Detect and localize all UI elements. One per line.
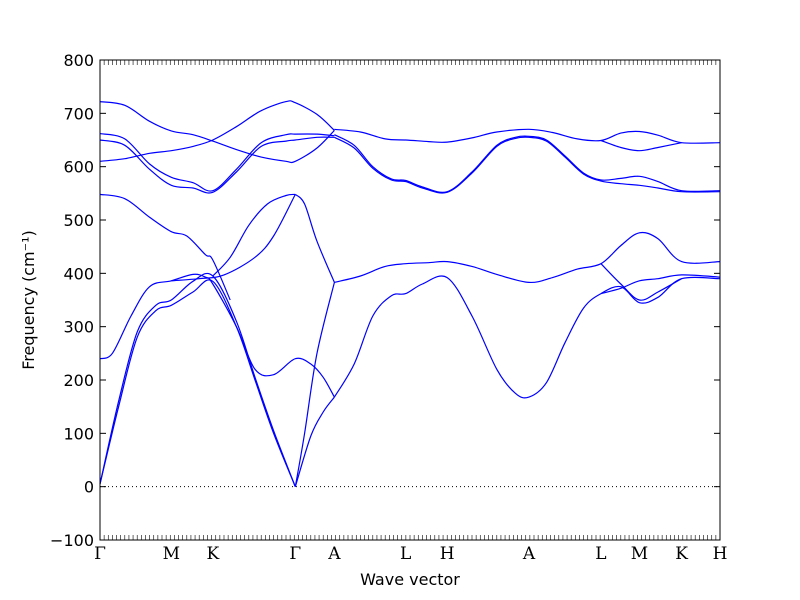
x-tick-label: M xyxy=(631,544,648,564)
band-line xyxy=(600,139,682,152)
band-line xyxy=(334,136,721,194)
band-lines xyxy=(99,100,721,487)
band-line xyxy=(294,396,335,487)
y-tick-label: −100 xyxy=(50,531,94,550)
band-line xyxy=(171,194,296,282)
band-line xyxy=(99,279,296,487)
band-line xyxy=(99,133,335,192)
y-tick-label: 400 xyxy=(63,264,94,283)
y-axis-label: Frequency (cm⁻¹) xyxy=(19,230,38,369)
x-tick-label: A xyxy=(327,544,341,564)
x-tick-label: Γ xyxy=(94,544,106,564)
y-tick-label: 500 xyxy=(63,211,94,230)
x-axis-label: Wave vector xyxy=(360,570,460,589)
band-line xyxy=(99,101,335,164)
x-tick-label: A xyxy=(522,544,536,564)
x-tick-label: L xyxy=(400,544,411,564)
y-tick-label: 300 xyxy=(63,318,94,337)
band-line xyxy=(99,273,335,398)
band-line xyxy=(600,274,721,295)
x-tick-label: M xyxy=(163,544,180,564)
band-line xyxy=(99,272,296,487)
y-tick-label: 0 xyxy=(84,478,94,497)
x-tick-label: H xyxy=(713,544,728,564)
y-tick-label: 600 xyxy=(63,158,94,177)
x-tick-label: Γ xyxy=(289,544,301,564)
band-line xyxy=(99,100,335,162)
x-tick-label: H xyxy=(440,544,455,564)
band-line xyxy=(99,193,231,301)
band-line xyxy=(294,193,335,283)
y-tick-label: 800 xyxy=(63,51,94,70)
band-line xyxy=(334,231,721,284)
y-tick-label: 100 xyxy=(63,424,94,443)
plot-frame xyxy=(99,59,721,541)
band-line xyxy=(212,193,296,277)
band-line xyxy=(600,263,682,301)
y-tick-label: 200 xyxy=(63,371,94,390)
band-line xyxy=(333,275,721,399)
band-line xyxy=(294,282,335,487)
band-line xyxy=(99,136,335,194)
y-tick-labels: −100 0 100 200 300 400 500 600 700 800 xyxy=(50,51,94,550)
band-line xyxy=(334,134,721,193)
tick-marks xyxy=(99,59,721,541)
y-tick-label: 700 xyxy=(63,104,94,123)
x-tick-label: K xyxy=(675,544,688,564)
x-tick-label: L xyxy=(595,544,606,564)
band-line xyxy=(334,128,721,144)
x-tick-label: K xyxy=(206,544,219,564)
